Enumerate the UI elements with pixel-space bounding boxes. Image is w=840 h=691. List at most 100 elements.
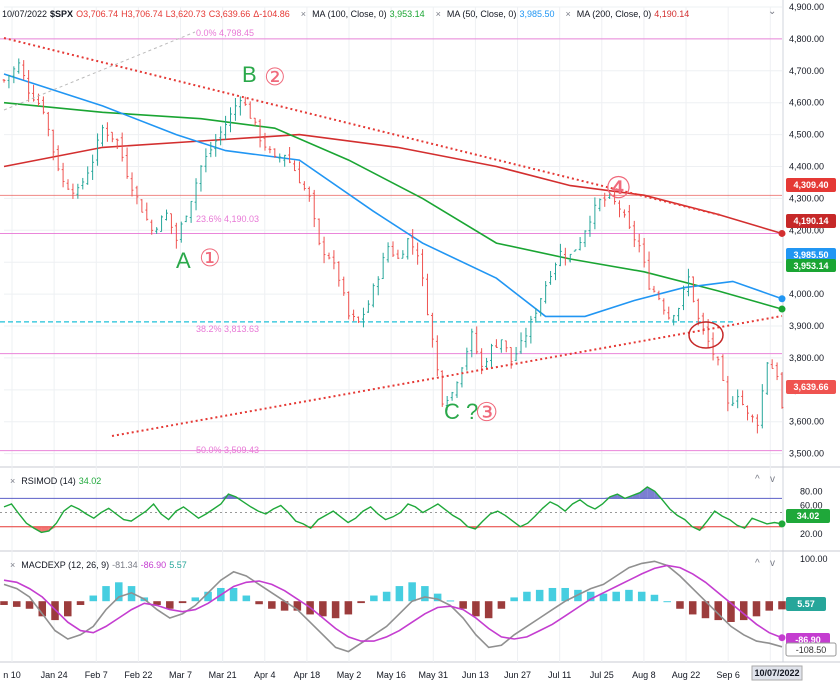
fib-236-label: 23.6% 4,190.03: [196, 214, 259, 224]
rsi-tick-label: 80.00: [800, 486, 823, 496]
rsi-endpoint: [778, 520, 786, 528]
ma100-line: [3, 101, 783, 310]
collapse-main-button[interactable]: ⌄: [768, 6, 777, 17]
tag-ma50: 3,985.50: [793, 250, 828, 260]
legend-high: H3,706.74: [121, 9, 163, 19]
close-rsi-icon[interactable]: ×: [10, 476, 16, 486]
macd-histogram-bar: [446, 600, 455, 602]
legend-close: C3,639.66: [208, 9, 251, 19]
legend-ma50: MA (50, Close, 0): [446, 9, 517, 19]
macd-tick-label: 100.00: [800, 554, 828, 564]
rsi-oversold-fill: [310, 526, 319, 529]
time-tick-label: Jun 27: [504, 670, 531, 680]
macd-histogram-bar: [293, 601, 302, 611]
macd-histogram-bar: [433, 593, 442, 602]
macd-histogram-bar: [421, 586, 429, 602]
macd-histogram-bar: [0, 601, 8, 605]
macd-histogram-bar: [344, 601, 353, 615]
time-tick-label: May 2: [337, 670, 362, 680]
macd-histogram-bar: [268, 601, 276, 609]
macd-histogram-bar: [548, 587, 557, 602]
macd-label: MACDEXP (12, 26, 9): [21, 560, 110, 570]
macd-histogram-bar: [370, 595, 378, 602]
rsi-oversold-fill: [744, 526, 753, 529]
rsi-overbought-fill: [639, 487, 648, 499]
time-tick-label: Feb 22: [124, 670, 152, 680]
macd-histogram-bar: [12, 601, 21, 607]
time-tick-label: Feb 7: [85, 670, 108, 680]
macd-histogram-bar: [752, 601, 761, 617]
price-tick-label: 4,000.00: [789, 289, 824, 299]
ma-endpoint: [778, 229, 786, 237]
price-tick-label: 3,800.00: [789, 353, 824, 363]
macd-signal-line: [3, 564, 783, 642]
rsi-down-button[interactable]: v: [770, 474, 775, 485]
time-tick-label: May 16: [376, 670, 406, 680]
tag-close: 3,639.66: [793, 382, 828, 392]
time-tick-label: Mar 7: [169, 670, 192, 680]
fib-anchor-line: [3, 31, 196, 111]
macd-signal-endpoint: [778, 634, 786, 642]
main-legend: 10/07/2022 $SPX O3,706.74 H3,706.74 L3,6…: [2, 7, 689, 21]
rsi-value: 34.02: [78, 476, 102, 486]
close-ma100-icon[interactable]: ×: [300, 9, 307, 19]
close-ma200-icon[interactable]: ×: [565, 9, 571, 19]
price-tick-label: 4,300.00: [789, 193, 824, 203]
time-tick-label: Jul 11: [548, 670, 571, 680]
macd-histogram-bar: [586, 591, 595, 602]
close-ma50-icon[interactable]: ×: [435, 9, 441, 19]
annotation-a-number: ①: [199, 245, 221, 272]
ma-endpoint: [778, 305, 786, 313]
macd-legend: × MACDEXP (12, 26, 9) -81.34 -86.90 5.57: [2, 558, 187, 572]
annotation-b: B: [242, 62, 257, 87]
uptrend-line: [111, 315, 783, 437]
rsi-legend: × RSIMOD (14) 34.02: [2, 474, 101, 488]
macd-histogram-bar: [472, 601, 480, 617]
macd-histogram-bar: [395, 586, 404, 602]
legend-open: O3,706.74: [76, 9, 119, 19]
macd-histogram-bar: [191, 597, 200, 602]
rsi-up-button[interactable]: ^: [755, 474, 760, 485]
macd-histogram-bar: [663, 601, 671, 603]
legend-ma200: MA (200, Close, 0): [576, 9, 652, 19]
macd-histogram-bar: [484, 601, 493, 619]
macd-histogram-bar: [714, 601, 722, 621]
price-tick-label: 3,600.00: [789, 417, 824, 427]
moving-averages: [3, 73, 786, 318]
macd-down-button[interactable]: v: [770, 558, 775, 569]
price-tick-label: 4,700.00: [789, 66, 824, 76]
macd-histogram-bar: [561, 587, 569, 602]
price-tags: 4,309.40 4,190.14 3,985.50 3,953.14 3,63…: [751, 178, 837, 681]
ma50-line: [3, 73, 783, 318]
rsi-tick-label: 20.00: [800, 529, 823, 539]
price-tick-label: 3,900.00: [789, 321, 824, 331]
fibonacci-levels: [0, 38, 782, 452]
macd-histogram-bar: [102, 586, 110, 602]
tag-ma200: 4,190.14: [793, 216, 828, 226]
legend-date: 10/07/2022: [2, 9, 48, 19]
legend-ma50-value: 3,985.50: [519, 9, 555, 19]
price-tick-label: 3,500.00: [789, 449, 824, 459]
rsi-overbought-fill: [647, 487, 655, 499]
legend-change: Δ-104.86: [253, 9, 290, 19]
price-tick-label: 4,800.00: [789, 34, 824, 44]
macd-histogram-bar: [688, 601, 697, 615]
ma200-line: [3, 133, 783, 235]
time-tick-label: Aug 8: [632, 670, 656, 680]
macd-histogram-bar: [765, 601, 774, 611]
price-tick-label: 4,600.00: [789, 98, 824, 108]
tag-macd-hist: 5.57: [797, 599, 815, 609]
macd-up-button[interactable]: ^: [755, 558, 760, 569]
annotation-c: C ?: [444, 399, 478, 424]
close-macd-icon[interactable]: ×: [10, 560, 16, 570]
annotation-c-number: ③: [475, 397, 498, 427]
annotation-four: ④: [605, 172, 632, 205]
fib-labels: 0.0% 4,798.45 23.6% 4,190.03 38.2% 3,813…: [196, 28, 259, 455]
wave-annotations: A ① B ② C ? ③ ④: [176, 62, 724, 427]
macd-histogram-bar: [89, 595, 98, 602]
macd-histogram-bar: [255, 601, 263, 605]
time-tick-label: Aug 22: [672, 670, 701, 680]
